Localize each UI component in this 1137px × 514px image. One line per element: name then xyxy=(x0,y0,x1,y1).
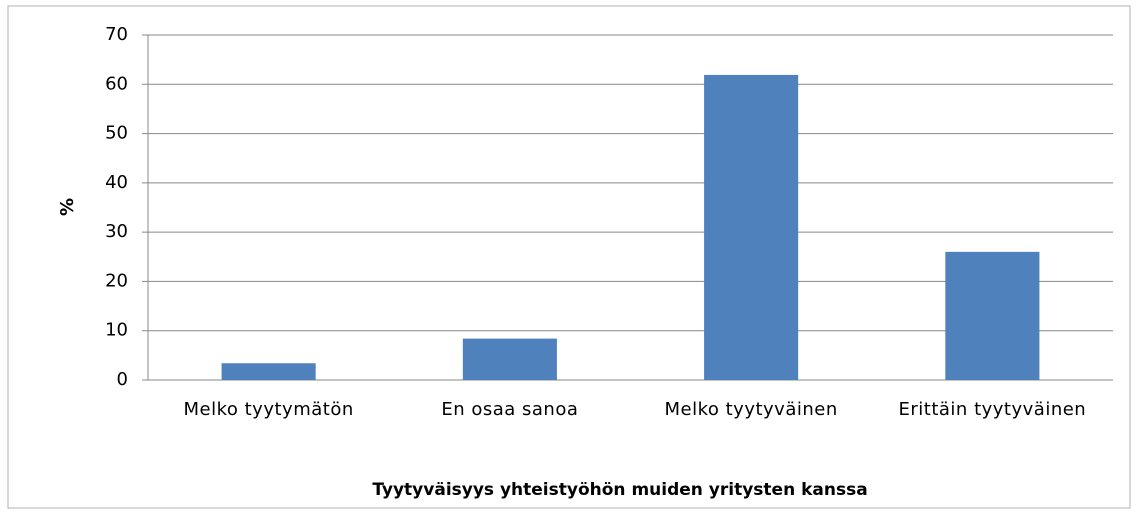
x-tick-label: Erittäin tyytyväinen xyxy=(898,399,1087,420)
x-axis-label: Tyytyväisyys yhteistyöhön muiden yrityst… xyxy=(372,480,867,500)
bar xyxy=(221,363,316,380)
bar xyxy=(704,74,799,381)
x-tick-label: Melko tyytyväinen xyxy=(664,399,838,420)
y-tick-label: 10 xyxy=(105,320,128,341)
y-tick-label: 50 xyxy=(105,123,128,144)
x-tick-label: En osaa sanoa xyxy=(441,399,579,420)
y-tick-label: 20 xyxy=(105,270,128,291)
y-tick-label: 40 xyxy=(105,172,128,193)
y-tick-label: 0 xyxy=(117,369,128,390)
y-tick-label: 60 xyxy=(105,73,128,94)
y-tick-label: 70 xyxy=(105,24,128,45)
bar xyxy=(945,251,1040,380)
bar xyxy=(462,338,557,380)
y-tick-label: 30 xyxy=(105,221,128,242)
y-axis-label: % xyxy=(57,198,78,216)
x-tick-label: Melko tyytymätön xyxy=(183,399,354,420)
chart-frame xyxy=(7,5,1131,509)
